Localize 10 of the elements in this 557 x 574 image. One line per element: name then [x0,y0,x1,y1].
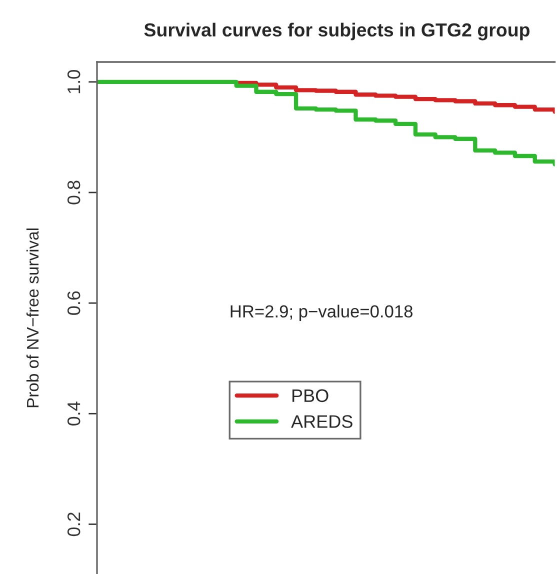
y-tick-label: 1.0 [67,70,80,94]
y-tick-label: 0.2 [67,512,80,536]
y-tick-label: 0.8 [67,180,80,204]
y-tick-label: 0.6 [67,291,80,315]
annotation: HR=2.9; p−value=0.018 [230,304,412,321]
legend-label: AREDS [291,415,352,428]
y-axis-title: Prob of NV−free survival [26,228,39,408]
chart-title: Survival curves for subjects in GTG2 group [144,22,530,40]
y-tick-label: 0.4 [67,402,80,426]
legend-label: PBO [292,389,328,402]
